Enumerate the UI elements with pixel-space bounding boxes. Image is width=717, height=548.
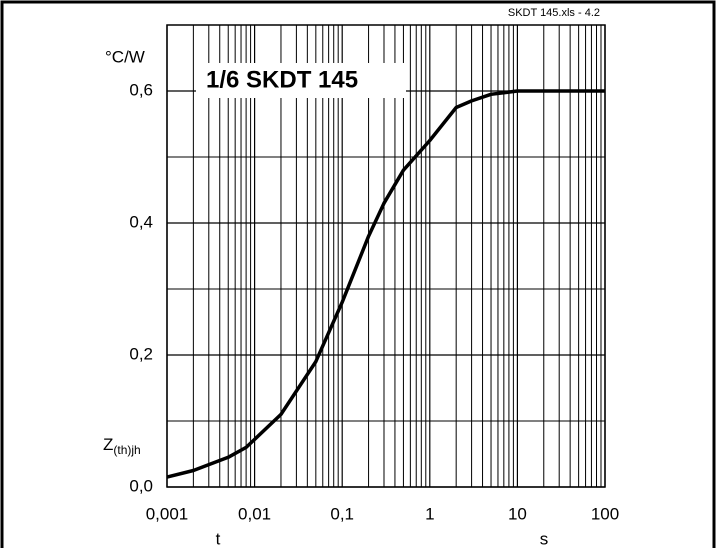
chart-title: 1/6 SKDT 145 bbox=[206, 66, 358, 93]
x-unit: s bbox=[540, 529, 549, 548]
x-tick-label: 100 bbox=[591, 504, 619, 523]
y-unit: °C/W bbox=[105, 47, 145, 66]
file-label: SKDT 145.xls - 4.2 bbox=[508, 7, 600, 19]
y-tick-label: 0,2 bbox=[129, 344, 153, 363]
x-tick-label: 1 bbox=[425, 504, 434, 523]
y-label: Z(th)jh bbox=[103, 435, 141, 457]
x-tick-label: 0,1 bbox=[330, 504, 354, 523]
y-label-sub: (th)jh bbox=[113, 443, 140, 457]
plot-area bbox=[166, 24, 606, 488]
x-tick-label: 0,001 bbox=[146, 504, 189, 523]
y-tick-label: 0,0 bbox=[129, 476, 153, 495]
y-label-main: Z bbox=[103, 435, 113, 454]
title-box bbox=[196, 63, 406, 98]
x-label: t bbox=[216, 529, 221, 548]
x-tick-label: 0,01 bbox=[238, 504, 271, 523]
y-tick-label: 0,6 bbox=[129, 80, 153, 99]
x-tick-label: 10 bbox=[508, 504, 527, 523]
y-tick-label: 0,4 bbox=[129, 212, 153, 231]
line bbox=[166, 89, 605, 479]
